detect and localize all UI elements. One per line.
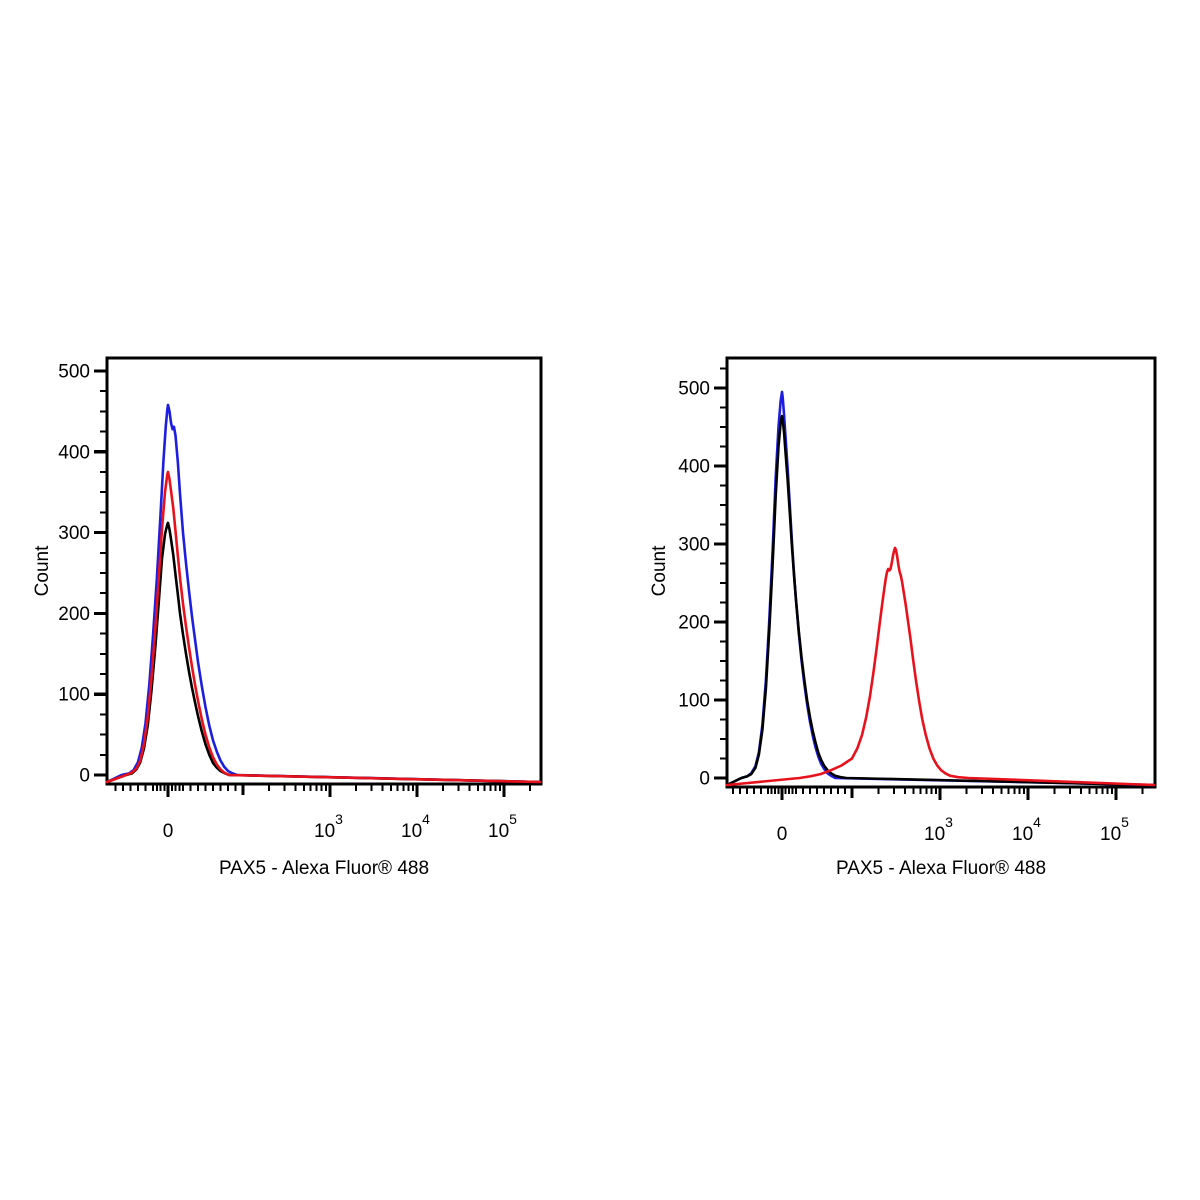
left-series-black-curve	[105, 521, 542, 784]
right-series-blue-curve	[725, 390, 1156, 787]
left-x-tick-label: 103	[314, 811, 343, 842]
left-y-tick-label: 100	[58, 685, 90, 706]
right-x-tick-label: 103	[924, 814, 953, 845]
right-plot-tick-labels: 0 100 200 300 400 500 0 103 104 105	[678, 379, 1129, 846]
left-plot-ticks	[94, 369, 532, 797]
left-y-tick-label: 0	[79, 766, 90, 787]
right-plot-frame	[725, 356, 1157, 789]
left-plot: 0 100 200 300 400 500 0 103 104 105	[58, 356, 543, 843]
left-plot-tick-labels: 0 100 200 300 400 500 0 103 104 105	[58, 362, 517, 843]
right-series-black-curve	[725, 414, 1156, 787]
right-y-tick-label: 0	[699, 769, 710, 790]
right-y-tick-label: 100	[678, 691, 710, 712]
right-x-tick-label: 105	[1100, 814, 1129, 845]
left-x-tick-label: 105	[488, 811, 517, 842]
right-x-tick-label: 0	[777, 824, 788, 845]
right-y-tick-label: 200	[678, 613, 710, 634]
left-y-tick-label: 300	[58, 523, 90, 544]
left-y-tick-label: 200	[58, 604, 90, 625]
left-plot-frame	[105, 356, 543, 786]
left-x-tick-label: 0	[163, 821, 174, 842]
left-plot-x-axis-title: PAX5 - Alexa Fluor® 488	[219, 858, 429, 879]
right-plot: 0 100 200 300 400 500 0 103 104 105	[678, 356, 1157, 846]
left-x-tick-label: 104	[401, 811, 430, 842]
left-y-tick-label: 400	[58, 442, 90, 463]
right-y-tick-label: 400	[678, 457, 710, 478]
left-series-red-curve	[105, 470, 542, 784]
right-plot-ticks	[714, 367, 1144, 800]
right-y-tick-label: 500	[678, 379, 710, 400]
right-plot-y-axis-title: Count	[649, 545, 670, 596]
left-series-blue-curve	[105, 403, 542, 784]
right-x-tick-label: 104	[1012, 814, 1041, 845]
left-y-tick-label: 500	[58, 362, 90, 383]
right-plot-x-axis-title: PAX5 - Alexa Fluor® 488	[836, 858, 1046, 879]
right-y-tick-label: 300	[678, 535, 710, 556]
generated-plots: 0 100 200 300 400 500 0 103 104 105 0 100 200 300 400 5…	[58, 356, 1157, 846]
right-series-red-curve	[725, 546, 1156, 787]
left-plot-y-axis-title: Count	[32, 545, 53, 596]
